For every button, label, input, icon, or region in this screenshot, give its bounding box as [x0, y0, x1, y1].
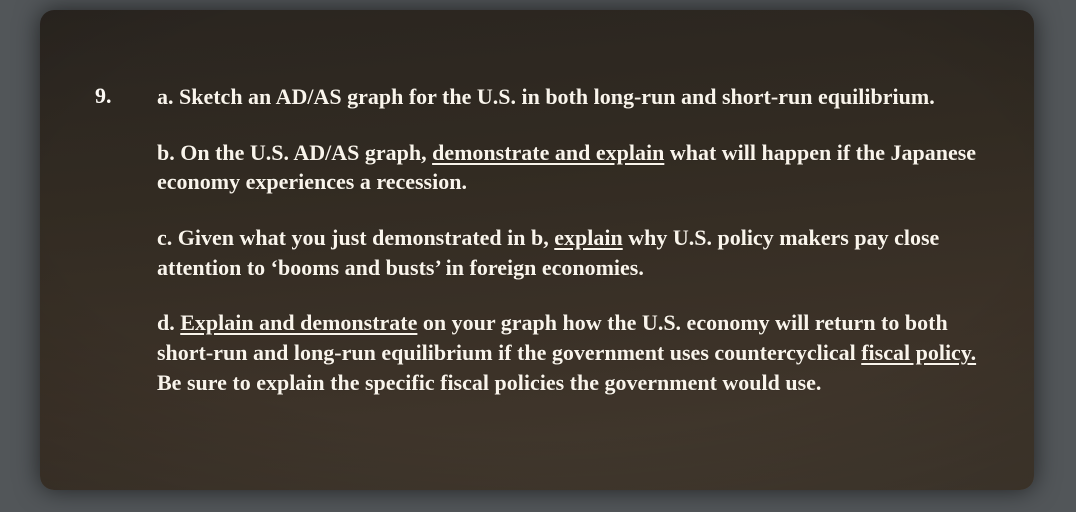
question-block: 9. a. Sketch an AD/AS graph for the U.S.…: [95, 82, 989, 398]
question-number: 9.: [95, 82, 157, 398]
question-part: a. Sketch an AD/AS graph for the U.S. in…: [157, 82, 989, 112]
text-underlined: Explain and demonstrate: [180, 310, 417, 335]
text-plain: Sketch an AD/AS graph for the U.S. in bo…: [179, 84, 935, 109]
text-plain: On the U.S. AD/AS graph,: [180, 140, 432, 165]
document-page: 9. a. Sketch an AD/AS graph for the U.S.…: [40, 10, 1034, 490]
part-label: c.: [157, 225, 178, 250]
part-label: d.: [157, 310, 180, 335]
text-plain: Given what you just demonstrated in b,: [178, 225, 554, 250]
text-underlined: demonstrate and explain: [432, 140, 664, 165]
text-underlined: explain: [554, 225, 622, 250]
part-label: b.: [157, 140, 180, 165]
question-part: c. Given what you just demonstrated in b…: [157, 223, 989, 282]
text-plain: Be sure to explain the specific fiscal p…: [157, 370, 821, 395]
text-underlined: fiscal policy.: [861, 340, 976, 365]
question-part: d. Explain and demonstrate on your graph…: [157, 308, 989, 397]
question-body: a. Sketch an AD/AS graph for the U.S. in…: [157, 82, 989, 398]
part-label: a.: [157, 84, 179, 109]
question-part: b. On the U.S. AD/AS graph, demonstrate …: [157, 138, 989, 197]
